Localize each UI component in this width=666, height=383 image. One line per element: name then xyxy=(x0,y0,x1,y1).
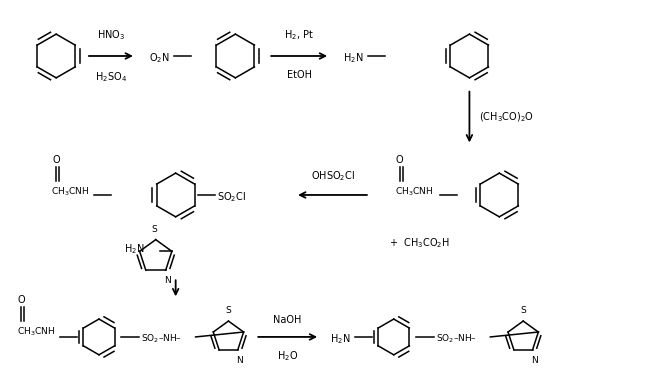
Text: NaOH: NaOH xyxy=(273,315,302,325)
Text: EtOH: EtOH xyxy=(286,70,312,80)
Text: H$_2$N: H$_2$N xyxy=(123,242,144,256)
Text: CH$_3$CNH: CH$_3$CNH xyxy=(395,185,433,198)
Text: SO$_2$–NH–: SO$_2$–NH– xyxy=(436,333,476,345)
Text: SO$_2$Cl: SO$_2$Cl xyxy=(218,190,246,204)
Text: S: S xyxy=(520,306,526,315)
Text: O: O xyxy=(53,155,60,165)
Text: H$_2$N: H$_2$N xyxy=(343,51,364,65)
Text: O$_2$N: O$_2$N xyxy=(149,51,170,65)
Text: N: N xyxy=(236,356,243,365)
Text: S: S xyxy=(226,306,231,315)
Text: H$_2$O: H$_2$O xyxy=(276,349,298,363)
Text: +  CH$_3$CO$_2$H: + CH$_3$CO$_2$H xyxy=(389,237,450,250)
Text: SO$_2$–NH–: SO$_2$–NH– xyxy=(141,333,182,345)
Text: OHSO$_2$Cl: OHSO$_2$Cl xyxy=(311,169,355,183)
Text: O: O xyxy=(396,155,404,165)
Text: H$_2$N: H$_2$N xyxy=(330,332,350,346)
Text: CH$_3$CNH: CH$_3$CNH xyxy=(51,185,89,198)
Text: S: S xyxy=(151,225,157,234)
Text: CH$_3$CNH: CH$_3$CNH xyxy=(17,325,55,337)
Text: H$_2$SO$_4$: H$_2$SO$_4$ xyxy=(95,70,127,84)
Text: O: O xyxy=(17,295,25,305)
Text: H$_2$, Pt: H$_2$, Pt xyxy=(284,28,314,42)
Text: N: N xyxy=(165,276,171,285)
Text: N: N xyxy=(531,356,538,365)
Text: (CH$_3$CO)$_2$O: (CH$_3$CO)$_2$O xyxy=(480,111,534,124)
Text: HNO$_3$: HNO$_3$ xyxy=(97,28,125,42)
